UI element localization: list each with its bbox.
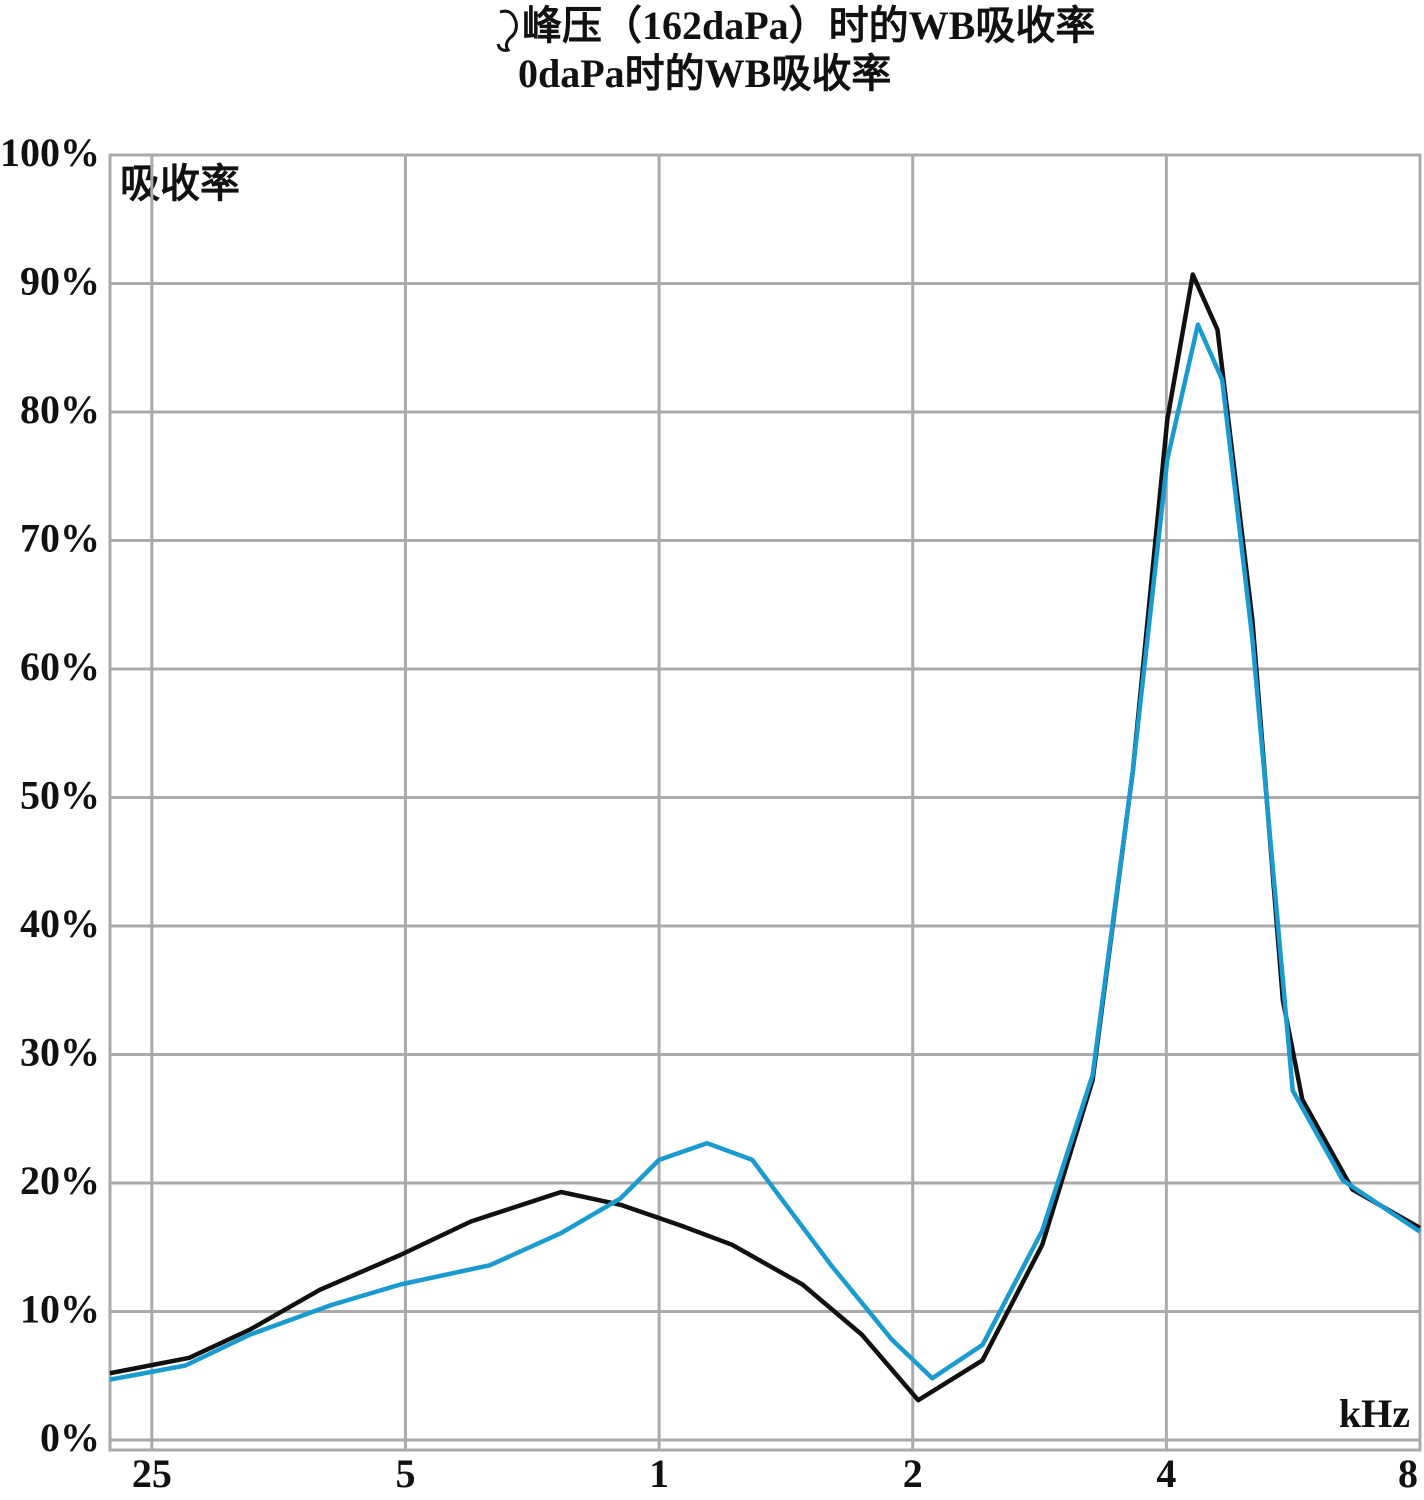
x-tick-label: 5 <box>395 1451 415 1496</box>
y-tick-label: 40% <box>20 901 100 946</box>
y-tick-label: 80% <box>20 387 100 432</box>
y-tick-label: 10% <box>20 1287 100 1332</box>
x-tick-label: 8 <box>1398 1451 1418 1496</box>
x-tick-label: 1 <box>649 1451 669 1496</box>
legend-label: 0daPa时的WB吸收率 <box>518 51 891 96</box>
x-tick-label: 25 <box>132 1451 172 1496</box>
y-tick-label: 100% <box>0 130 100 175</box>
series-line <box>109 322 1422 1382</box>
y-tick-label: 0% <box>40 1415 100 1460</box>
x-axis-label: kHz <box>1339 1391 1410 1436</box>
y-tick-label: 60% <box>20 644 100 689</box>
y-tick-label: 50% <box>20 773 100 818</box>
y-axis-label: 吸收率 <box>120 161 240 206</box>
ear-icon <box>496 9 518 52</box>
y-tick-label: 70% <box>20 516 100 561</box>
y-tick-label: 90% <box>20 259 100 304</box>
plot-frame <box>108 153 1422 1452</box>
x-tick-label: 2 <box>903 1451 923 1496</box>
y-tick-label: 30% <box>20 1030 100 1075</box>
series-line <box>109 272 1422 1403</box>
x-tick-label: 4 <box>1156 1451 1176 1496</box>
legend-label: 峰压（162daPa）时的WB吸收率 <box>522 3 1095 48</box>
y-tick-label: 20% <box>20 1158 100 1203</box>
